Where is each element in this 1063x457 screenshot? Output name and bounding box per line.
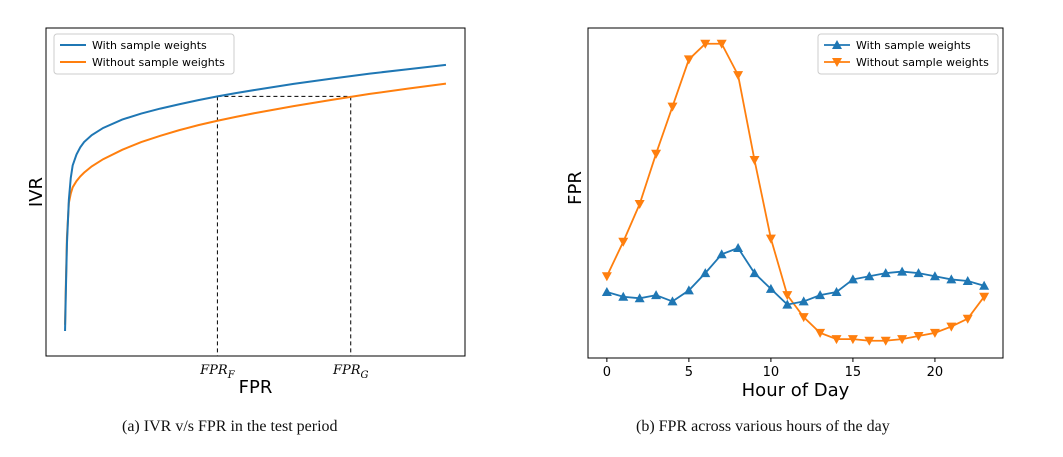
right-legend: With sample weights Without sample weight… — [817, 33, 999, 75]
x-tick-label: 0 — [603, 365, 611, 380]
data-point — [880, 268, 891, 278]
annotation-label: FPRG — [332, 363, 369, 381]
data-point — [946, 322, 957, 332]
data-point — [700, 268, 711, 278]
x-tick-label: 10 — [763, 365, 780, 380]
data-point — [831, 335, 842, 345]
data-point — [880, 336, 891, 346]
legend-marker — [832, 40, 842, 49]
data-point — [716, 249, 727, 259]
right-chart: 0 5 10 15 20 Hour of Day FPR With sample weight… — [565, 27, 1004, 401]
data-point — [683, 285, 694, 295]
x-tick-label: 15 — [845, 365, 862, 380]
data-point — [651, 149, 662, 159]
data-point — [979, 292, 990, 302]
data-point — [716, 39, 727, 49]
caption-left: (a) IVR v/s FPR in the test period — [122, 418, 338, 435]
data-point — [667, 102, 678, 112]
x-tick-label: 5 — [685, 365, 693, 380]
legend-label: With sample weights — [856, 39, 971, 52]
series-line — [606, 42, 985, 342]
data-point — [962, 276, 973, 285]
data-point — [733, 71, 744, 81]
data-point — [667, 296, 678, 306]
series-line — [64, 63, 447, 332]
data-point — [962, 314, 973, 324]
data-point — [815, 290, 826, 300]
data-point — [946, 274, 957, 284]
data-point — [864, 271, 875, 281]
data-point — [634, 200, 645, 209]
data-point — [847, 274, 858, 284]
data-point — [798, 296, 809, 306]
data-point — [913, 332, 924, 341]
data-point — [831, 287, 842, 296]
data-point — [618, 291, 629, 301]
y-axis-label: FPR — [565, 171, 586, 205]
data-point — [700, 39, 711, 49]
data-point — [929, 271, 940, 281]
data-point — [765, 234, 776, 244]
right-plot-frame — [587, 27, 1004, 359]
data-point — [979, 280, 990, 290]
series-line — [64, 82, 447, 325]
data-point — [683, 55, 694, 65]
legend-label: Without sample weights — [856, 56, 989, 69]
annotation-label: FPRF — [199, 363, 236, 381]
data-point — [815, 328, 826, 338]
data-point — [634, 293, 645, 303]
legend-marker — [832, 58, 842, 67]
data-point — [765, 283, 776, 293]
x-axis-label: FPR — [239, 377, 273, 398]
caption-right: (b) FPR across various hours of the day — [636, 418, 890, 435]
legend-box — [817, 33, 999, 75]
data-point — [913, 268, 924, 278]
data-point — [749, 156, 760, 165]
data-point — [618, 237, 629, 247]
series-line — [606, 246, 985, 306]
data-point — [782, 291, 793, 301]
data-point — [651, 290, 662, 300]
data-point — [782, 299, 793, 309]
data-point — [749, 268, 760, 278]
left-legend: With sample weights Without sample weight… — [53, 33, 235, 75]
legend-label: With sample weights — [92, 39, 207, 52]
left-chart: FPRF FPRG FPR IVR With sample weights Without… — [26, 27, 466, 398]
data-point — [798, 313, 809, 323]
y-axis-label: IVR — [26, 177, 47, 207]
x-tick-label: 20 — [927, 365, 944, 380]
legend-box — [53, 33, 235, 75]
data-point — [897, 266, 908, 276]
legend-label: Without sample weights — [92, 56, 225, 69]
x-axis-label: Hour of Day — [742, 380, 850, 401]
data-point — [601, 272, 612, 282]
data-point — [601, 287, 612, 296]
data-point — [897, 335, 908, 345]
data-point — [929, 328, 940, 338]
data-point — [847, 335, 858, 345]
data-point — [864, 336, 875, 346]
data-point — [733, 243, 744, 252]
left-plot-frame — [45, 27, 466, 357]
